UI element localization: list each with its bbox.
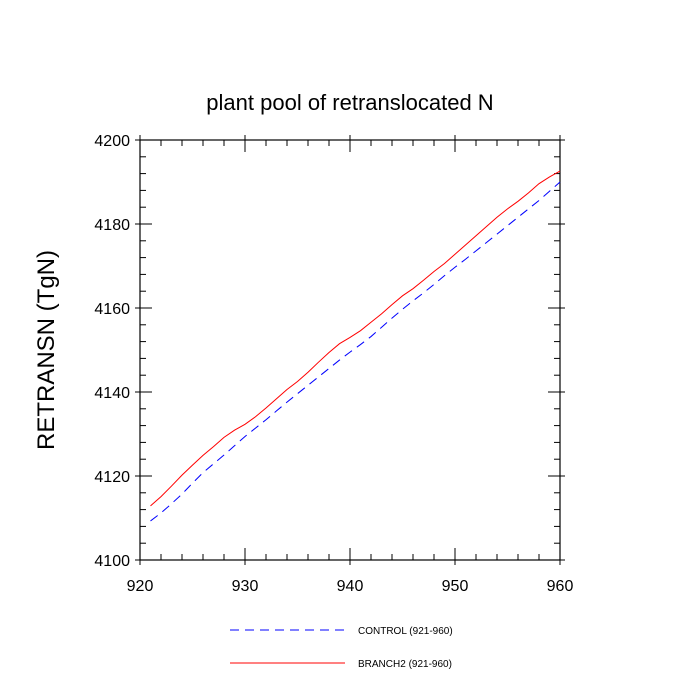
x-tick-label: 940 <box>337 578 364 595</box>
legend-label-branch2: BRANCH2 (921-960) <box>358 659 452 670</box>
series-line-control <box>150 181 561 522</box>
legend: CONTROL (921-960) BRANCH2 (921-960) <box>230 626 453 670</box>
x-tick-label: 950 <box>442 578 469 595</box>
plot-frame <box>139 139 561 561</box>
y-tick-label: 4180 <box>94 217 130 234</box>
y-tick-label: 4120 <box>94 469 130 486</box>
y-axis-label: RETRANSN (TgN) <box>33 250 60 450</box>
y-tick-label: 4100 <box>94 553 130 570</box>
legend-label-control: CONTROL (921-960) <box>358 626 453 637</box>
series-group <box>150 170 561 522</box>
y-tick-label: 4160 <box>94 301 130 318</box>
y-tick-label: 4140 <box>94 385 130 402</box>
axes-group: 920 930 940 950 960 4100 4120 4140 4160 4180 4200 <box>94 133 573 595</box>
x-tick-label: 930 <box>232 578 259 595</box>
x-tick-label: 920 <box>127 578 154 595</box>
x-tick-label: 960 <box>547 578 574 595</box>
series-line-branch2 <box>150 170 561 507</box>
chart-title: plant pool of retranslocated N <box>206 90 493 115</box>
y-tick-label: 4200 <box>94 133 130 150</box>
